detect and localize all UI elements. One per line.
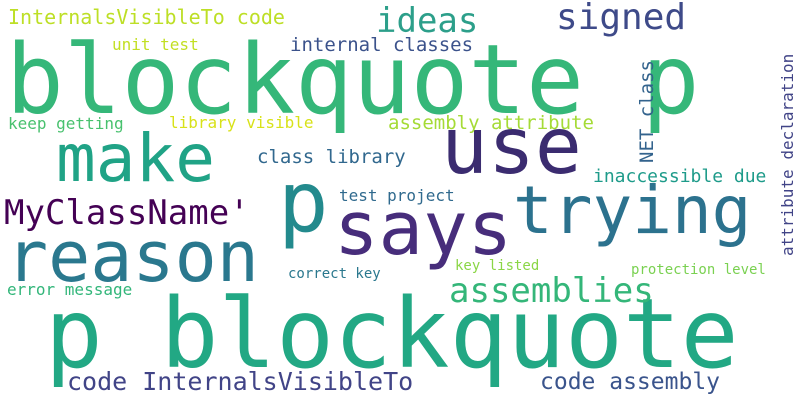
word-test-project: test project xyxy=(339,186,455,205)
word-reason: reason xyxy=(6,216,259,298)
word-unit-test: unit test xyxy=(112,35,199,54)
word-assembly-attribute: assembly attribute xyxy=(388,112,594,134)
word-code-assembly: code assembly xyxy=(540,369,721,395)
word-inaccessible-due: inaccessible due xyxy=(593,166,767,187)
word-blockquote-p: blockquote p xyxy=(6,24,700,136)
word-net-class: NET class xyxy=(636,60,658,163)
word-code-internalsvisibleto: code InternalsVisibleTo xyxy=(67,367,414,396)
word-correct-key: correct key xyxy=(288,266,381,282)
word-make: make xyxy=(56,120,215,197)
word-myclassname: MyClassName' xyxy=(4,193,250,233)
word-keep-getting: keep getting xyxy=(8,114,124,133)
word-p-blockquote: p blockquote xyxy=(45,278,739,390)
word-internal-classes: internal classes xyxy=(290,34,474,56)
word-error-message: error message xyxy=(7,280,133,299)
word-internalsvisibleto-code: InternalsVisibleTo code xyxy=(8,5,285,29)
word-p: p xyxy=(278,153,329,251)
word-trying: trying xyxy=(513,172,752,249)
word-class-library: class library xyxy=(257,146,406,168)
word-use: use xyxy=(441,102,582,192)
word-protection-level: protection level xyxy=(631,262,766,278)
word-ideas: ideas xyxy=(376,1,479,41)
word-library-visible: library visible xyxy=(169,113,314,132)
word-assemblies: assemblies xyxy=(449,271,654,311)
word-attribute-declaration: attribute declaration xyxy=(778,53,797,256)
word-says: says xyxy=(334,186,513,272)
word-key-listed: key listed xyxy=(455,258,540,274)
word-signed: signed xyxy=(556,0,687,38)
